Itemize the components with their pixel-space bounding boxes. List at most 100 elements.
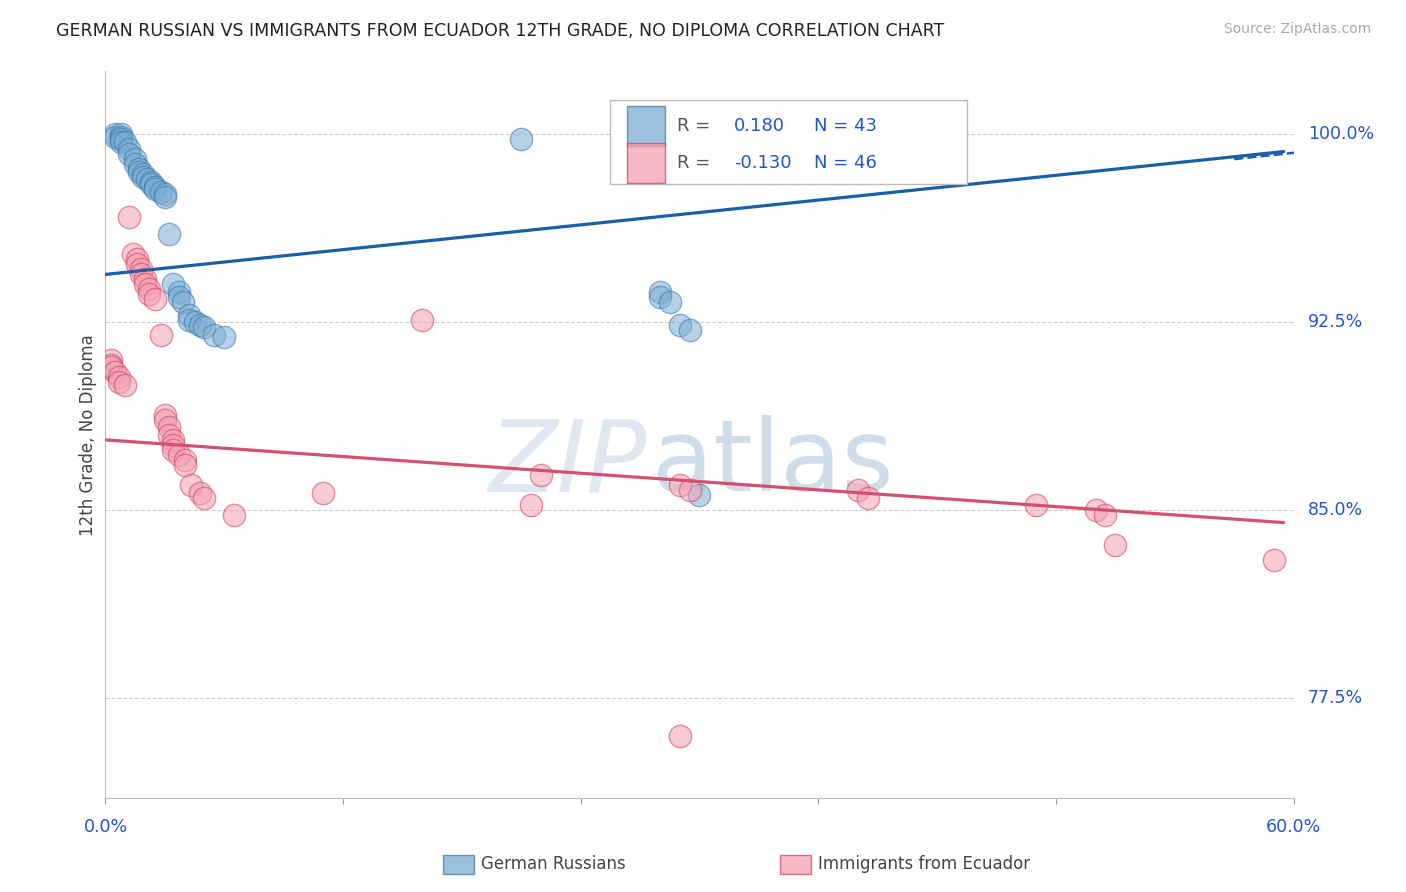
- Point: [157, 427, 180, 442]
- Point: [167, 290, 190, 304]
- Point: [104, 127, 127, 141]
- Point: [214, 330, 236, 344]
- Point: [138, 282, 160, 296]
- Point: [190, 485, 212, 500]
- Text: German Russians: German Russians: [481, 855, 626, 873]
- Point: [183, 315, 205, 329]
- Point: [132, 167, 155, 181]
- Point: [128, 162, 150, 177]
- Point: [138, 287, 160, 301]
- Y-axis label: 12th Grade, No Diploma: 12th Grade, No Diploma: [79, 334, 97, 536]
- Point: [162, 277, 184, 292]
- Point: [411, 312, 433, 326]
- Point: [127, 257, 149, 271]
- Point: [162, 433, 184, 447]
- Point: [114, 135, 136, 149]
- Point: [312, 485, 335, 500]
- Point: [648, 285, 671, 299]
- Text: atlas: atlas: [652, 416, 894, 512]
- Text: 0.0%: 0.0%: [83, 818, 128, 837]
- Text: N = 46: N = 46: [814, 154, 876, 172]
- Text: Immigrants from Ecuador: Immigrants from Ecuador: [818, 855, 1031, 873]
- Point: [100, 358, 122, 372]
- Point: [114, 377, 136, 392]
- Point: [127, 252, 149, 267]
- Point: [153, 408, 176, 422]
- Point: [668, 318, 690, 332]
- Point: [129, 268, 152, 282]
- Point: [172, 295, 194, 310]
- Point: [153, 190, 176, 204]
- Text: -0.130: -0.130: [734, 154, 792, 172]
- Point: [122, 247, 145, 261]
- Bar: [627, 105, 665, 145]
- Point: [202, 327, 225, 342]
- Point: [193, 491, 215, 505]
- Point: [678, 322, 700, 336]
- Point: [510, 132, 533, 146]
- Point: [658, 295, 681, 310]
- Point: [157, 227, 180, 242]
- Point: [1104, 538, 1126, 552]
- Point: [132, 169, 155, 184]
- Point: [520, 498, 543, 512]
- Point: [190, 318, 212, 332]
- Point: [177, 308, 200, 322]
- Point: [110, 129, 132, 144]
- Point: [149, 185, 172, 199]
- Point: [134, 272, 156, 286]
- Point: [118, 210, 141, 224]
- Point: [162, 438, 184, 452]
- Point: [108, 370, 131, 384]
- Point: [1025, 498, 1047, 512]
- Text: ZIP: ZIP: [488, 416, 645, 512]
- Text: R =: R =: [676, 154, 716, 172]
- Point: [110, 132, 132, 146]
- Point: [124, 157, 146, 171]
- Point: [128, 164, 150, 178]
- Text: 85.0%: 85.0%: [1308, 501, 1362, 519]
- Point: [1263, 553, 1285, 567]
- Point: [678, 483, 700, 497]
- Point: [139, 175, 162, 189]
- Point: [689, 488, 711, 502]
- Point: [153, 413, 176, 427]
- Point: [110, 127, 132, 141]
- Text: Source: ZipAtlas.com: Source: ZipAtlas.com: [1223, 22, 1371, 37]
- Point: [1094, 508, 1116, 522]
- Text: 0.180: 0.180: [734, 117, 785, 135]
- Point: [129, 262, 152, 277]
- Text: 100.0%: 100.0%: [1308, 125, 1374, 143]
- Point: [153, 187, 176, 202]
- Point: [104, 365, 127, 379]
- Point: [118, 142, 141, 156]
- Point: [143, 293, 166, 307]
- Text: R =: R =: [676, 117, 716, 135]
- Point: [648, 290, 671, 304]
- Point: [173, 453, 195, 467]
- Point: [143, 182, 166, 196]
- Text: GERMAN RUSSIAN VS IMMIGRANTS FROM ECUADOR 12TH GRADE, NO DIPLOMA CORRELATION CHA: GERMAN RUSSIAN VS IMMIGRANTS FROM ECUADO…: [56, 22, 945, 40]
- Point: [139, 177, 162, 191]
- Point: [143, 179, 166, 194]
- Point: [856, 491, 879, 505]
- Point: [108, 375, 131, 389]
- Text: 60.0%: 60.0%: [1265, 818, 1322, 837]
- Point: [100, 360, 122, 375]
- Point: [157, 420, 180, 434]
- Point: [193, 320, 215, 334]
- Point: [134, 277, 156, 292]
- Point: [668, 729, 690, 743]
- Point: [110, 135, 132, 149]
- Text: 77.5%: 77.5%: [1308, 689, 1362, 707]
- Text: N = 43: N = 43: [814, 117, 876, 135]
- Point: [530, 467, 553, 482]
- Text: 92.5%: 92.5%: [1308, 313, 1362, 331]
- Point: [167, 448, 190, 462]
- Point: [167, 285, 190, 299]
- Point: [177, 312, 200, 326]
- Point: [668, 478, 690, 492]
- Point: [104, 129, 127, 144]
- Point: [162, 442, 184, 457]
- Bar: [627, 143, 665, 183]
